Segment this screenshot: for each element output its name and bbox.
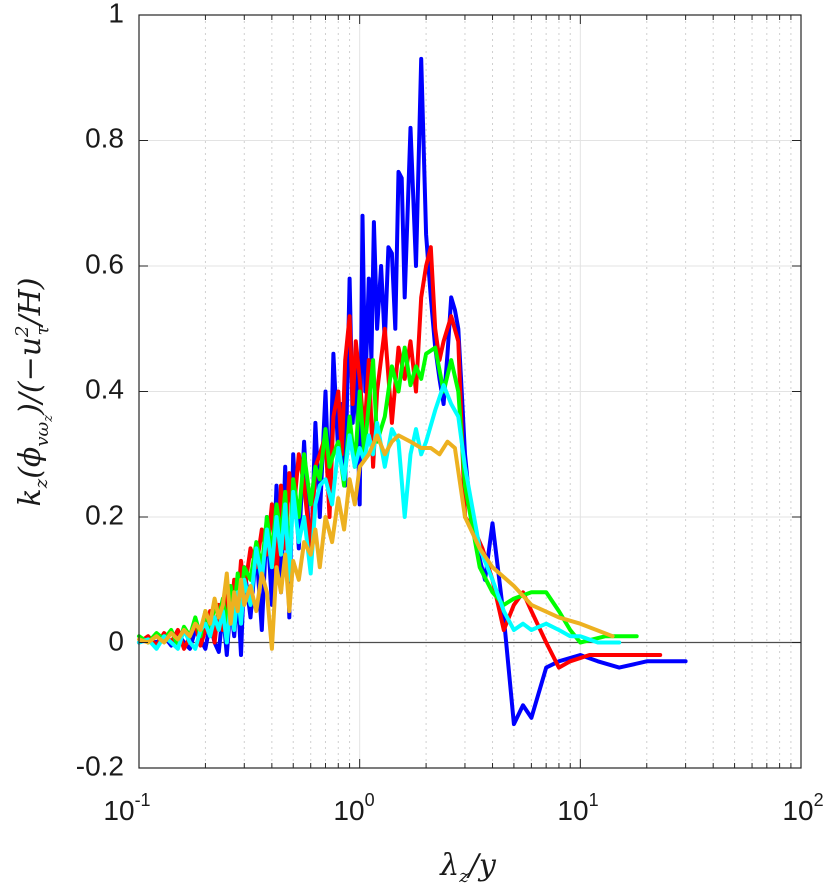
y-tick-label: 0 bbox=[108, 625, 124, 656]
series-group bbox=[137, 56, 688, 727]
x-tick-label: 10-1 bbox=[103, 790, 150, 826]
y-tick-label: 0.2 bbox=[85, 499, 124, 530]
x-tick-label: 101 bbox=[557, 790, 598, 826]
y-tick-labels: -0.2 0 0.2 0.4 0.6 0.8 1 bbox=[76, 0, 124, 781]
x-tick-labels: 10-1 100 101 102 bbox=[103, 790, 823, 826]
series-line-5 bbox=[137, 433, 615, 651]
x-tick-label: 102 bbox=[782, 790, 823, 826]
axis-ticks bbox=[138, 14, 802, 769]
x-axis-label: λz/y bbox=[439, 848, 497, 887]
y-tick-label: 0.8 bbox=[85, 122, 124, 153]
y-tick-label: 0.6 bbox=[85, 248, 124, 279]
y-axis-label: kz(ϕvωz)/(−u2τ/H) bbox=[12, 278, 56, 507]
x-tick-label: 100 bbox=[333, 790, 374, 826]
y-tick-label: 1 bbox=[108, 0, 124, 28]
y-tick-label: 0.4 bbox=[85, 373, 124, 404]
series-line-4 bbox=[137, 383, 622, 651]
y-tick-label: -0.2 bbox=[76, 750, 124, 781]
